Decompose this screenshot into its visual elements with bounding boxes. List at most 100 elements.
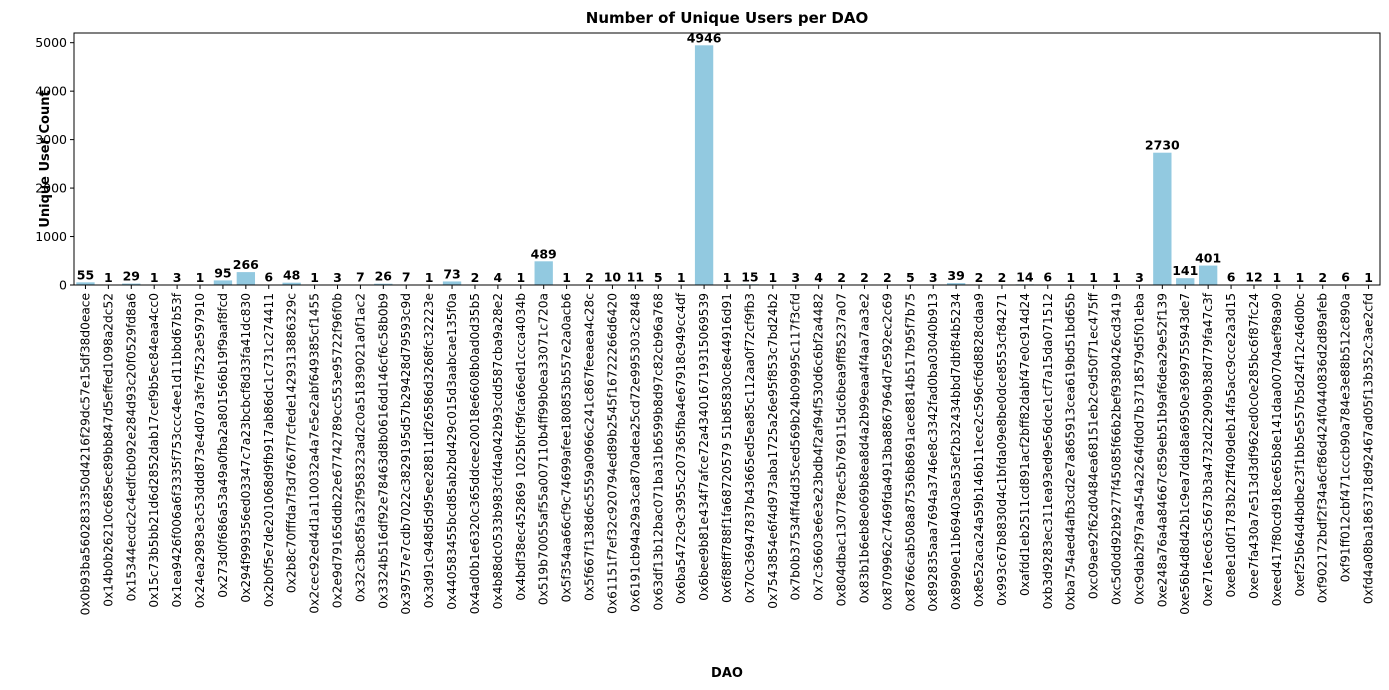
x-tick-label: 0x0b93ba5602833350d4216f29dc57e15df38d0e… [78,293,92,615]
x-tick-label: 0x7543854e6f4d973aba1725a26e95f853c7bd24… [766,293,780,609]
data-label: 7 [402,270,411,285]
bar [76,282,95,285]
data-label: 266 [233,257,259,272]
x-axis: 0x0b93ba5602833350d4216f29dc57e15df38d0e… [78,285,1376,615]
x-tick-label: 0x8709962c7469fda4913ba8867964d7e592ec2c… [880,293,894,610]
data-label: 2 [471,270,480,285]
data-label: 39 [947,268,964,283]
x-tick-label: 0x892835aaa7694a3746e8c3342fad0ba03040b9… [926,293,940,612]
bar [1176,278,1195,285]
x-tick-label: 0xeed417f80cd918ce65b8e141daa00704aef98a… [1270,293,1284,606]
x-tick-label: 0x32c3bc85fa32f958323ad2c0a51839021a0f1a… [353,293,367,602]
data-label: 1 [1295,270,1304,285]
bar [1153,152,1172,285]
x-tick-label: 0x1ea9426f006a6f3335f753ccc4ee1d11bbd67b… [170,292,184,607]
data-label: 6 [264,270,273,285]
x-tick-label: 0x5f667f138d6c5559a0966c241c867feeaea4c2… [583,293,597,601]
data-label: 11 [627,269,644,284]
x-tick-label: 0x273d0f686a53a49a0fba2a801566b19f9aaf8f… [216,293,230,598]
data-label: 6 [1341,270,1350,285]
x-tick-label: 0x6ba5472c9c3955c207365fba4e67918c949cc4… [674,292,688,604]
data-label: 3 [929,270,938,285]
x-tick-label: 0x61151f7ef32c920794ed89b2545f16722266d6… [605,293,619,614]
x-tick-label: 0x2b8c70fffda7f3d7667f7cfede142931388632… [285,293,299,593]
data-label: 2 [975,270,984,285]
data-label: 1 [1273,270,1282,285]
data-label: 3 [173,270,182,285]
x-axis-label: DAO [711,666,743,681]
x-tick-label: 0xf91ff012cbf471cccb90a784e3e88b512c890a [1339,293,1353,582]
x-tick-label: 0xe8e1d0f1783b22ff409deb14fa5acc9cce2a3d… [1224,293,1238,598]
data-label: 6 [1043,270,1052,285]
x-tick-label: 0xb3d9283ec311ea93ed9e56dce1cf7a15da0715… [1041,293,1055,609]
x-tick-label: 0x83b1b6eb8e069b8ea8d4a2b99eaa4f4aa7aa3e… [857,293,871,603]
data-label: 1 [1364,270,1373,285]
y-tick-label: 3000 [35,132,67,147]
data-label: 2 [1318,270,1327,285]
bar [442,281,462,285]
bar [122,283,141,285]
data-label: 1 [562,270,571,285]
x-tick-label: 0x14b0b26210c685ec89bb847d5effed1098a2dc… [101,293,115,607]
x-tick-label: 0x8766cab508a87536b8691ace8814b517b95f7b… [903,293,917,611]
data-label: 2730 [1145,138,1180,153]
x-tick-label: 0xc9dab2f97aa454a2264fd0d7b3718579d5f01e… [1132,293,1146,605]
data-label: 1 [1112,270,1121,285]
x-tick-label: 0xfd4a08ba1863718d92467ad05f13b352c3ae2c… [1362,293,1376,604]
data-label: 95 [214,265,231,280]
data-label: 141 [1172,263,1198,278]
data-label: 1 [104,270,113,285]
data-label: 401 [1195,251,1221,266]
x-tick-label: 0x63df13b12bac071ba31b6599b8d97c82cb96a7… [651,293,665,611]
data-label: 1 [310,270,319,285]
data-label: 1 [196,270,205,285]
plot-frame [73,32,1381,286]
x-tick-label: 0x8990e11b69403ea53ef2b32434bbd7dbf84b52… [949,293,963,610]
x-tick-label: 0xe56b4d8d42b1c9ea7dda8a6950e3699755943d… [1178,293,1192,615]
data-label: 12 [1245,269,1262,284]
x-tick-label: 0x6bee9b81e434f7afce72a43401671931506953… [697,293,711,601]
data-label: 3 [333,270,342,285]
x-tick-label: 0x7c36603e6e3e23bdb4f2af94f530d6c6bf2a44… [812,293,826,601]
x-tick-label: 0xee7fa430a7e513d3df962ed0c0e285bc6f87fc… [1247,293,1261,599]
x-tick-label: 0x2b0f5e7de201068d9fb917ab86dc1c731c2744… [262,293,276,607]
x-tick-label: 0x519b70055af55a007110b4ff99b0ea33071c72… [537,293,551,605]
data-label: 1 [425,270,434,285]
chart-title: Number of Unique Users per DAO [586,9,868,27]
x-tick-label: 0x70c36947837b43665ed5ea85c112aa0f72cf9f… [743,293,757,603]
x-tick-label: 0x294f999356ed03347c7a23bcbcf8d33fa41dc8… [239,293,253,603]
data-label: 1 [768,270,777,285]
data-label: 4946 [687,30,722,45]
bars-group [76,45,1378,285]
x-tick-label: 0x6191cb94a29a3ca870adea25cd72e995303c28… [628,293,642,612]
x-tick-label: 0xe248a76a4a84667c859eb51b9af6dea29e52f1… [1155,293,1169,607]
bar [946,283,966,285]
bar [1198,265,1218,285]
y-tick-label: 2000 [35,181,67,196]
x-tick-label: 0xba754aed4afb3cd2e7a865913cea619bd51bd6… [1064,293,1078,610]
bar [236,272,256,285]
data-label: 4 [814,270,823,285]
x-tick-label: 0x440583455bcd85ab2bd429c015d3aabcae135f… [445,293,459,610]
x-tick-label: 0x8e52aca24a59b146b11ece2c596cf6d8828cda… [972,293,986,607]
bar [534,261,553,285]
data-label: 55 [77,267,94,282]
data-label: 3 [1135,270,1144,285]
y-tick-label: 0 [59,278,67,293]
data-label: 7 [356,270,365,285]
data-label: 1 [516,270,525,285]
x-tick-label: 0xc5d0dd92b9277f45085f66b2bef9380426cd34… [1110,293,1124,605]
data-label: 6 [1227,270,1236,285]
data-label: 1 [723,270,732,285]
x-tick-label: 0x3324b516df92e78463d8b0616dd146cf6c58b0… [376,293,390,609]
data-label: 2 [998,270,1007,285]
data-label: 10 [604,270,622,285]
x-tick-label: 0xc09ae92f62d0484ea68151eb2c9d50f71ec475… [1087,292,1101,599]
data-label: 4 [494,270,503,285]
x-tick-label: 0xf902172bdf2f34a6cf86d424f0440836d2d89a… [1316,293,1330,603]
data-label: 15 [741,269,758,284]
data-label: 1 [1066,270,1075,285]
x-tick-label: 0x4b88dc0533b983cfd4a042b93cdd587cba9a28… [491,293,505,609]
